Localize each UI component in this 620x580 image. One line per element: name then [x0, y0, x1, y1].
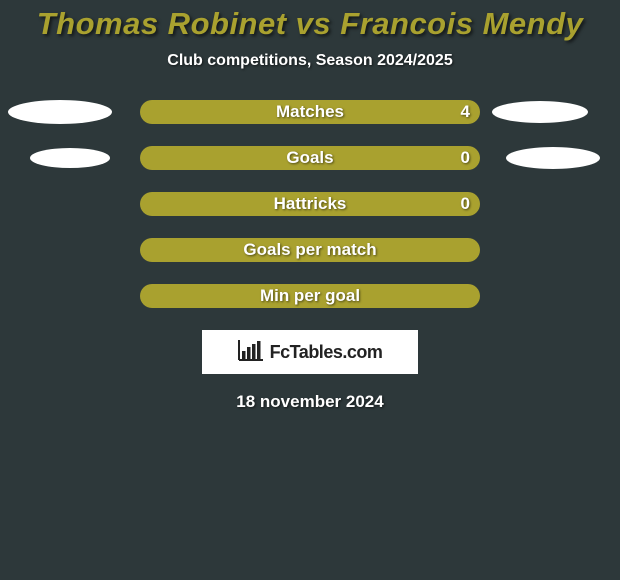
stat-row: Goals per match — [0, 238, 620, 262]
branding-text: FcTables.com — [270, 342, 383, 363]
stat-label: Matches — [140, 100, 480, 124]
player-right-marker — [506, 147, 600, 169]
page-title: Thomas Robinet vs Francois Mendy — [0, 0, 620, 42]
branding-badge: FcTables.com — [202, 330, 418, 374]
bar-chart-icon — [238, 339, 264, 366]
date-label: 18 november 2024 — [0, 392, 620, 412]
stat-label: Min per goal — [140, 284, 480, 308]
stat-label: Goals — [140, 146, 480, 170]
stat-label: Hattricks — [140, 192, 480, 216]
player-left-marker — [30, 148, 110, 168]
subtitle: Club competitions, Season 2024/2025 — [0, 52, 620, 70]
player-left-marker — [8, 100, 112, 124]
stat-row: Goals0 — [0, 146, 620, 170]
stat-row: Matches4 — [0, 100, 620, 124]
player-right-marker — [492, 101, 588, 123]
comparison-rows: Matches4Goals0Hattricks0Goals per matchM… — [0, 100, 620, 308]
stat-value-right: 0 — [461, 192, 470, 216]
stat-row: Min per goal — [0, 284, 620, 308]
stat-value-right: 0 — [461, 146, 470, 170]
stat-value-right: 4 — [461, 100, 470, 124]
stat-row: Hattricks0 — [0, 192, 620, 216]
stat-label: Goals per match — [140, 238, 480, 262]
